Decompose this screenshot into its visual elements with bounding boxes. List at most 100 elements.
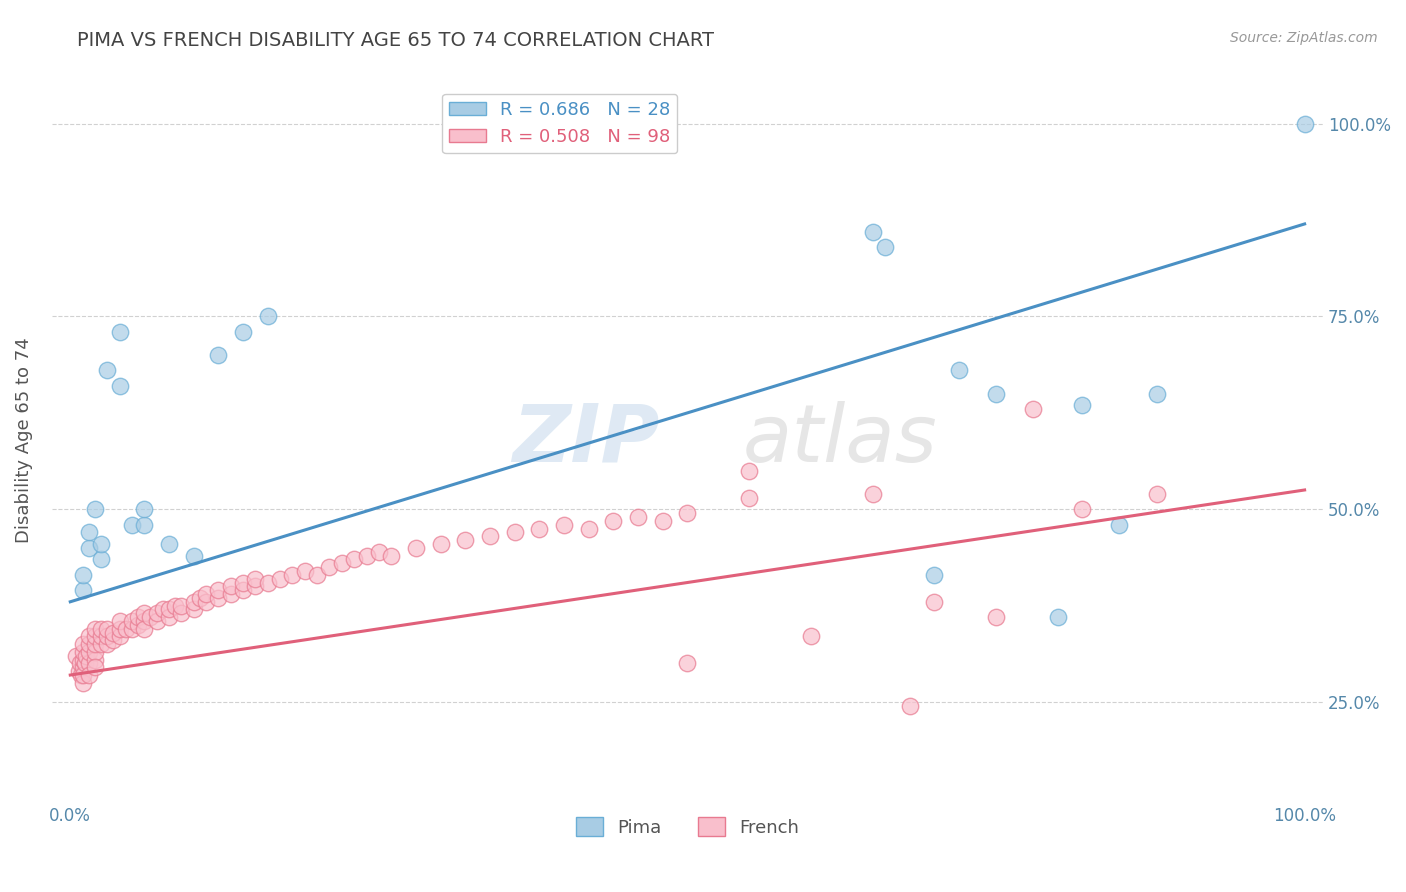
Point [553, 517, 575, 532]
Y-axis label: Disability Age 65 to 74: Disability Age 65 to 74 [15, 337, 32, 542]
Point [984, 386, 1007, 401]
Point [330, 556, 353, 570]
Point [405, 541, 427, 555]
Point [429, 537, 451, 551]
Point [90, 637, 112, 651]
Point [72, 675, 94, 690]
Point [84, 622, 107, 636]
Point [207, 583, 229, 598]
Point [343, 552, 366, 566]
Point [873, 240, 896, 254]
Point [207, 348, 229, 362]
Point [72, 637, 94, 651]
Point [676, 657, 699, 671]
Point [1294, 117, 1316, 131]
Point [70, 668, 93, 682]
Point [165, 599, 187, 613]
Point [602, 514, 624, 528]
Point [529, 522, 551, 536]
Point [134, 502, 156, 516]
Point [77, 657, 100, 671]
Text: Source: ZipAtlas.com: Source: ZipAtlas.com [1230, 31, 1378, 45]
Point [478, 529, 501, 543]
Point [75, 648, 97, 663]
Point [65, 648, 87, 663]
Point [503, 525, 526, 540]
Point [96, 630, 118, 644]
Point [738, 464, 761, 478]
Point [356, 549, 378, 563]
Point [232, 583, 254, 598]
Point [924, 595, 946, 609]
Point [121, 517, 143, 532]
Point [1146, 386, 1168, 401]
Point [84, 652, 107, 666]
Point [75, 657, 97, 671]
Point [219, 579, 242, 593]
Point [862, 487, 884, 501]
Point [454, 533, 477, 547]
Point [307, 567, 329, 582]
Point [103, 625, 125, 640]
Point [195, 595, 218, 609]
Legend: Pima, French: Pima, French [568, 810, 806, 844]
Point [245, 572, 267, 586]
Point [84, 630, 107, 644]
Point [1108, 517, 1130, 532]
Point [256, 310, 278, 324]
Point [84, 645, 107, 659]
Point [380, 549, 402, 563]
Point [90, 630, 112, 644]
Point [183, 602, 205, 616]
Point [108, 379, 131, 393]
Point [1046, 610, 1069, 624]
Point [134, 614, 156, 628]
Point [1071, 398, 1094, 412]
Point [281, 567, 304, 582]
Point [256, 575, 278, 590]
Point [627, 510, 650, 524]
Point [108, 622, 131, 636]
Point [145, 614, 167, 628]
Point [139, 610, 162, 624]
Point [69, 657, 91, 671]
Point [72, 652, 94, 666]
Point [157, 610, 180, 624]
Text: PIMA VS FRENCH DISABILITY AGE 65 TO 74 CORRELATION CHART: PIMA VS FRENCH DISABILITY AGE 65 TO 74 C… [77, 31, 714, 50]
Point [183, 549, 205, 563]
Point [77, 630, 100, 644]
Point [90, 622, 112, 636]
Point [84, 502, 107, 516]
Point [157, 602, 180, 616]
Point [103, 633, 125, 648]
Point [1071, 502, 1094, 516]
Point [1146, 487, 1168, 501]
Point [367, 544, 389, 558]
Point [77, 645, 100, 659]
Point [90, 537, 112, 551]
Point [219, 587, 242, 601]
Point [676, 506, 699, 520]
Point [96, 637, 118, 651]
Point [72, 668, 94, 682]
Point [84, 660, 107, 674]
Point [195, 587, 218, 601]
Point [294, 564, 316, 578]
Point [800, 630, 823, 644]
Point [862, 225, 884, 239]
Point [72, 645, 94, 659]
Point [651, 514, 673, 528]
Point [1022, 402, 1045, 417]
Point [77, 637, 100, 651]
Point [96, 622, 118, 636]
Text: atlas: atlas [742, 401, 938, 479]
Point [72, 583, 94, 598]
Point [924, 567, 946, 582]
Point [77, 525, 100, 540]
Point [77, 541, 100, 555]
Point [134, 607, 156, 621]
Point [121, 614, 143, 628]
Point [108, 614, 131, 628]
Point [170, 599, 193, 613]
Point [108, 325, 131, 339]
